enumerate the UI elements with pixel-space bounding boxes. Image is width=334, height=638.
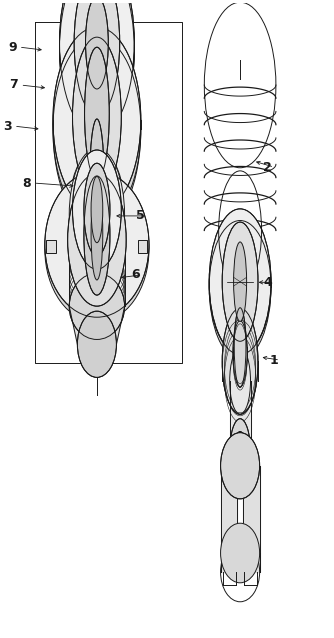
Text: 4: 4 bbox=[264, 276, 272, 289]
Ellipse shape bbox=[59, 0, 134, 149]
Ellipse shape bbox=[222, 222, 258, 341]
Ellipse shape bbox=[67, 148, 126, 294]
FancyBboxPatch shape bbox=[46, 240, 56, 253]
Text: 3: 3 bbox=[3, 119, 12, 133]
Polygon shape bbox=[243, 466, 260, 553]
Ellipse shape bbox=[69, 149, 125, 281]
Ellipse shape bbox=[230, 419, 250, 485]
Ellipse shape bbox=[234, 308, 246, 387]
Ellipse shape bbox=[67, 151, 126, 297]
Polygon shape bbox=[230, 381, 250, 452]
Polygon shape bbox=[69, 253, 125, 306]
Ellipse shape bbox=[74, 0, 120, 115]
Ellipse shape bbox=[67, 174, 126, 306]
Ellipse shape bbox=[45, 172, 149, 317]
FancyBboxPatch shape bbox=[90, 179, 104, 198]
Ellipse shape bbox=[233, 321, 247, 387]
Ellipse shape bbox=[59, 0, 134, 135]
Ellipse shape bbox=[230, 348, 250, 414]
Ellipse shape bbox=[222, 308, 258, 414]
Ellipse shape bbox=[77, 311, 117, 378]
Ellipse shape bbox=[209, 214, 271, 360]
Ellipse shape bbox=[72, 150, 121, 269]
Ellipse shape bbox=[233, 431, 247, 491]
Ellipse shape bbox=[84, 163, 110, 256]
Ellipse shape bbox=[85, 47, 109, 180]
Ellipse shape bbox=[69, 273, 125, 339]
Text: 6: 6 bbox=[132, 268, 140, 281]
FancyBboxPatch shape bbox=[138, 240, 147, 253]
Polygon shape bbox=[220, 553, 260, 572]
Ellipse shape bbox=[86, 0, 108, 89]
Ellipse shape bbox=[91, 188, 103, 280]
Ellipse shape bbox=[94, 47, 100, 114]
Ellipse shape bbox=[45, 177, 149, 322]
Text: 2: 2 bbox=[264, 161, 272, 174]
Polygon shape bbox=[220, 466, 237, 553]
Ellipse shape bbox=[72, 37, 121, 196]
Ellipse shape bbox=[53, 27, 141, 212]
Text: 9: 9 bbox=[8, 41, 17, 54]
Ellipse shape bbox=[233, 434, 247, 494]
Text: 8: 8 bbox=[23, 177, 31, 189]
Ellipse shape bbox=[84, 176, 110, 295]
FancyBboxPatch shape bbox=[90, 82, 104, 98]
Ellipse shape bbox=[90, 21, 104, 140]
Ellipse shape bbox=[91, 177, 103, 242]
Polygon shape bbox=[230, 452, 250, 461]
Ellipse shape bbox=[220, 523, 260, 582]
Text: 1: 1 bbox=[269, 353, 278, 367]
Ellipse shape bbox=[209, 209, 271, 355]
Ellipse shape bbox=[90, 119, 104, 238]
Text: 7: 7 bbox=[10, 78, 18, 91]
Polygon shape bbox=[69, 306, 125, 345]
Ellipse shape bbox=[220, 433, 260, 499]
Text: 5: 5 bbox=[137, 209, 145, 223]
Ellipse shape bbox=[233, 242, 246, 322]
Ellipse shape bbox=[53, 30, 141, 228]
